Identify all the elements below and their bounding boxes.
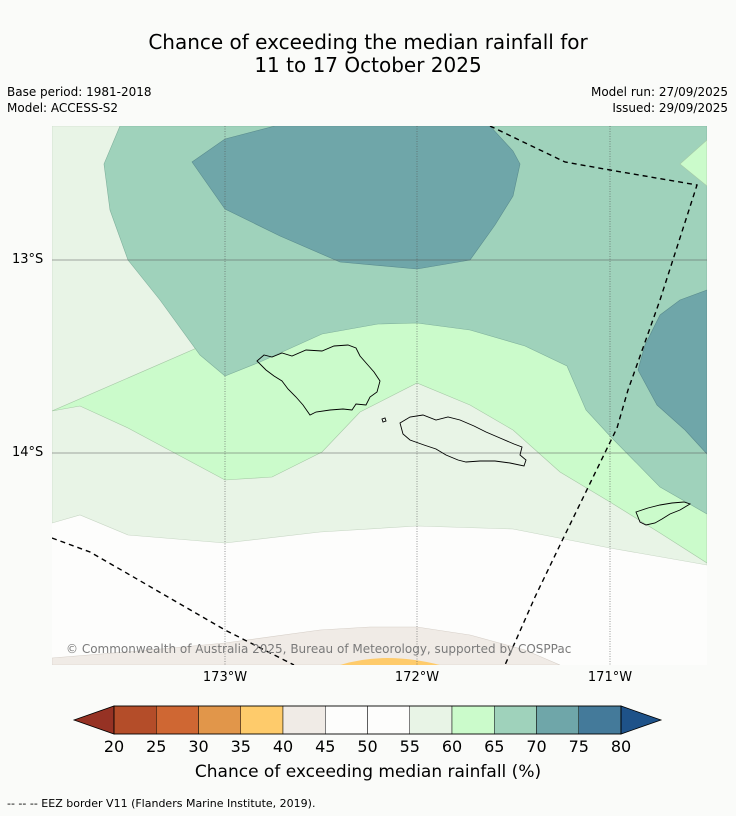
colorbar-tick-label: 60 — [441, 737, 463, 756]
eez-border — [52, 126, 698, 665]
graticule — [52, 126, 707, 665]
colorbar-tick-label: 55 — [399, 737, 420, 756]
colorbar-tick-label: 70 — [526, 737, 547, 756]
colorbar-tick-label: 80 — [610, 737, 632, 756]
island-tutuila — [635, 501, 692, 526]
colorbar-tick-label: 50 — [357, 737, 378, 756]
lon-label-173w: 173°W — [202, 670, 248, 685]
colorbar-segment — [198, 705, 241, 735]
lon-label-171w: 171°W — [587, 670, 633, 685]
colorbar-tick-label: 30 — [188, 737, 209, 756]
region-40-45 — [52, 626, 561, 665]
title-line-2: 11 to 17 October 2025 — [254, 53, 482, 77]
title-line-1: Chance of exceeding the median rainfall … — [148, 30, 588, 54]
lat-label-13s: 13°S — [12, 252, 44, 267]
colorbar-segment — [536, 705, 579, 735]
region-70-75-north — [191, 126, 521, 270]
region-60-65-northeast — [679, 139, 707, 187]
colorbar-tick-label: 65 — [484, 737, 505, 756]
colorbar-segment — [113, 705, 157, 735]
colorbar-high-extend — [620, 705, 663, 735]
colorbar-segment — [282, 705, 326, 735]
colorbar-label: Chance of exceeding median rainfall (%) — [194, 762, 542, 782]
issued-date: Issued: 29/09/2025 — [612, 101, 728, 115]
colorbar — [72, 705, 663, 735]
colorbar-tick-label: 40 — [272, 737, 294, 756]
island-apolima — [381, 417, 387, 423]
colorbar-tick-label: 20 — [103, 737, 125, 756]
island-upolu — [399, 414, 527, 467]
lat-label-14s: 14°S — [12, 445, 44, 460]
region-70-75-east — [637, 289, 707, 455]
colorbar-segment — [578, 705, 622, 735]
colorbar-segment — [367, 705, 410, 735]
colorbar-outline — [113, 705, 622, 735]
colorbar-segment — [156, 705, 199, 735]
model-name: Model: ACCESS-S2 — [7, 101, 119, 115]
colorbar-tick-label: 35 — [230, 737, 251, 756]
lon-label-172w: 172°W — [394, 670, 440, 685]
colorbar-segment — [451, 705, 495, 735]
model-run: Model run: 27/09/2025 — [590, 85, 728, 99]
base-period: Base period: 1981-2018 — [7, 85, 152, 99]
colorbar-tick-label: 25 — [146, 737, 167, 756]
colorbar-tick-label: 45 — [315, 737, 336, 756]
colorbar-segment — [325, 705, 368, 735]
eez-legend-note: -- -- -- EEZ border V11 (Flanders Marine… — [7, 797, 316, 810]
island-savaii — [256, 344, 381, 416]
colorbar-segment — [494, 705, 537, 735]
colorbar-segment — [409, 705, 453, 735]
colorbar-tick-label: 75 — [568, 737, 589, 756]
colorbar-low-extend — [72, 705, 115, 735]
copyright-notice: © Commonwealth of Australia 2025, Bureau… — [66, 642, 572, 656]
colorbar-segment — [240, 705, 284, 735]
region-35-40 — [340, 658, 440, 665]
